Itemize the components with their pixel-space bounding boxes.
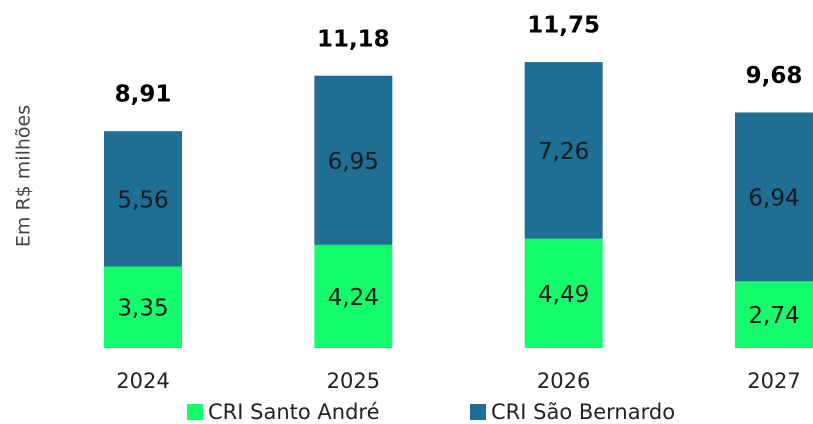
legend-label: CRI Santo André <box>208 400 380 424</box>
x-tick-label: 2026 <box>537 369 590 393</box>
x-tick-label: 2027 <box>747 369 800 393</box>
legend-swatch <box>187 404 203 420</box>
value-label: 6,95 <box>328 149 379 175</box>
x-tick-label: 2024 <box>116 369 169 393</box>
bar-segment <box>104 131 182 267</box>
total-label: 11,18 <box>317 26 390 52</box>
total-label: 11,75 <box>527 13 600 39</box>
bar-segment <box>104 266 182 348</box>
x-tick-label: 2025 <box>327 369 380 393</box>
total-label: 8,91 <box>115 82 172 108</box>
value-label: 4,49 <box>538 282 589 308</box>
value-label: 2,74 <box>748 303 799 329</box>
total-label: 9,68 <box>746 63 803 89</box>
value-label: 6,94 <box>748 185 799 211</box>
legend-swatch <box>470 404 486 420</box>
bar-segment <box>524 62 603 239</box>
legend-label: CRI São Bernardo <box>491 400 675 424</box>
value-label: 3,35 <box>117 296 168 322</box>
bar-segment <box>524 238 603 348</box>
bar-segment <box>734 281 813 348</box>
value-label: 5,56 <box>117 187 168 213</box>
bar-segment <box>314 75 393 245</box>
bar-segment <box>734 112 813 282</box>
y-axis-label: Em R$ milhões <box>13 105 35 247</box>
bar-segment <box>314 244 393 348</box>
value-label: 4,24 <box>328 285 379 311</box>
value-label: 7,26 <box>538 139 589 165</box>
